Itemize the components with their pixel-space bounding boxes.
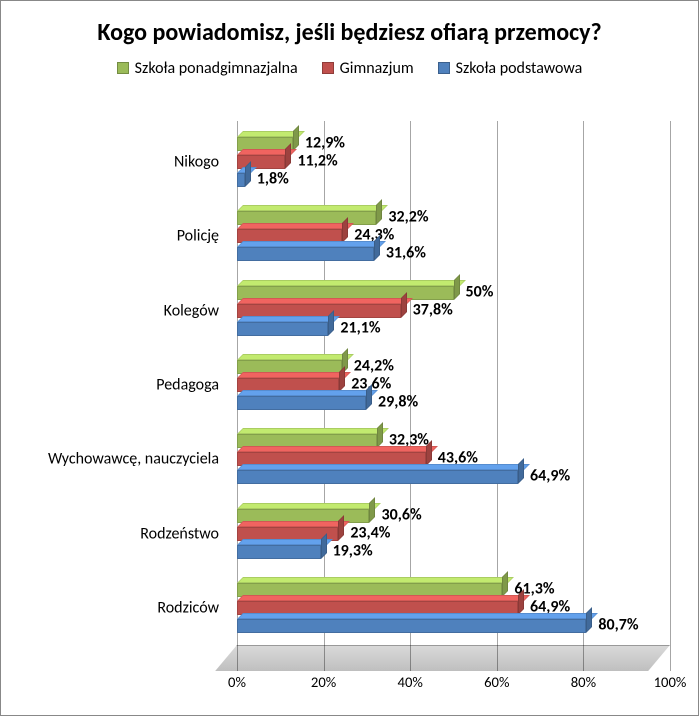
value-label: 29,8% [378, 393, 418, 412]
value-label: 80,7% [598, 615, 638, 634]
x-tick: 80% [571, 673, 596, 691]
chart-title: Kogo powiadomisz, jeśli będziesz ofiarą … [1, 1, 698, 51]
bar-podst: 21,1% [237, 322, 328, 336]
legend-label-gim: Gimnazjum [340, 59, 414, 78]
category-label: Kolegów [1, 301, 229, 320]
legend-item-podst: Szkoła podstawowa [438, 59, 583, 78]
category-labels: Nikogo Policję Kolegów Pedagoga Wychowawcę, … [1, 121, 229, 671]
value-label: 24,2% [354, 357, 394, 376]
x-tick: 20% [311, 673, 336, 691]
bar-podst: 29,8% [237, 396, 366, 410]
value-label: 64,9% [530, 467, 570, 486]
bar-podst: 19,3% [237, 545, 321, 559]
bar-podst: 64,9% [237, 470, 518, 484]
x-axis: 0%20%40%60%80%100% [237, 671, 670, 715]
value-label: 50% [466, 282, 494, 301]
value-label: 21,1% [340, 318, 380, 337]
category-label: Policję [1, 227, 229, 246]
bar-podst: 1,8% [237, 173, 245, 187]
legend-swatch-podst [438, 62, 450, 74]
value-label: 1,8% [257, 170, 289, 189]
legend: Szkoła ponadgimnazjalna Gimnazjum Szkoła… [1, 59, 698, 78]
bar-podst: 80,7% [237, 619, 586, 633]
legend-item-ponad: Szkoła ponadgimnazjalna [117, 59, 298, 78]
value-label: 32,2% [388, 208, 428, 227]
category-label: Rodziców [1, 598, 229, 617]
legend-swatch-ponad [117, 62, 129, 74]
bar-podst: 31,6% [237, 247, 374, 261]
x-tick: 100% [654, 673, 687, 691]
value-label: 11,2% [297, 152, 337, 171]
chart-frame: Kogo powiadomisz, jeśli będziesz ofiarą … [0, 0, 699, 716]
category-label: Wychowawcę, nauczyciela [1, 450, 229, 469]
x-tick: 60% [484, 673, 509, 691]
bars: 12,9%11,2%1,8%32,2%24,3%31,6%50%37,8%21,… [237, 121, 670, 671]
value-label: 30,6% [381, 505, 421, 524]
x-tick: 0% [228, 673, 246, 691]
plot: 12,9%11,2%1,8%32,2%24,3%31,6%50%37,8%21,… [237, 121, 670, 671]
plot-area: Nikogo Policję Kolegów Pedagoga Wychowawcę, … [1, 121, 698, 715]
category-label: Nikogo [1, 153, 229, 172]
legend-label-ponad: Szkoła ponadgimnazjalna [135, 59, 298, 78]
value-label: 19,3% [333, 541, 373, 560]
value-label: 31,6% [386, 244, 426, 263]
value-label: 12,9% [305, 134, 345, 153]
legend-label-podst: Szkoła podstawowa [456, 59, 583, 78]
gridline [670, 121, 671, 671]
x-tick: 40% [398, 673, 423, 691]
legend-item-gim: Gimnazjum [322, 59, 414, 78]
value-label: 37,8% [413, 300, 453, 319]
category-label: Pedagoga [1, 376, 229, 395]
category-label: Rodzeństwo [1, 524, 229, 543]
legend-swatch-gim [322, 62, 334, 74]
value-label: 23,4% [350, 523, 390, 542]
